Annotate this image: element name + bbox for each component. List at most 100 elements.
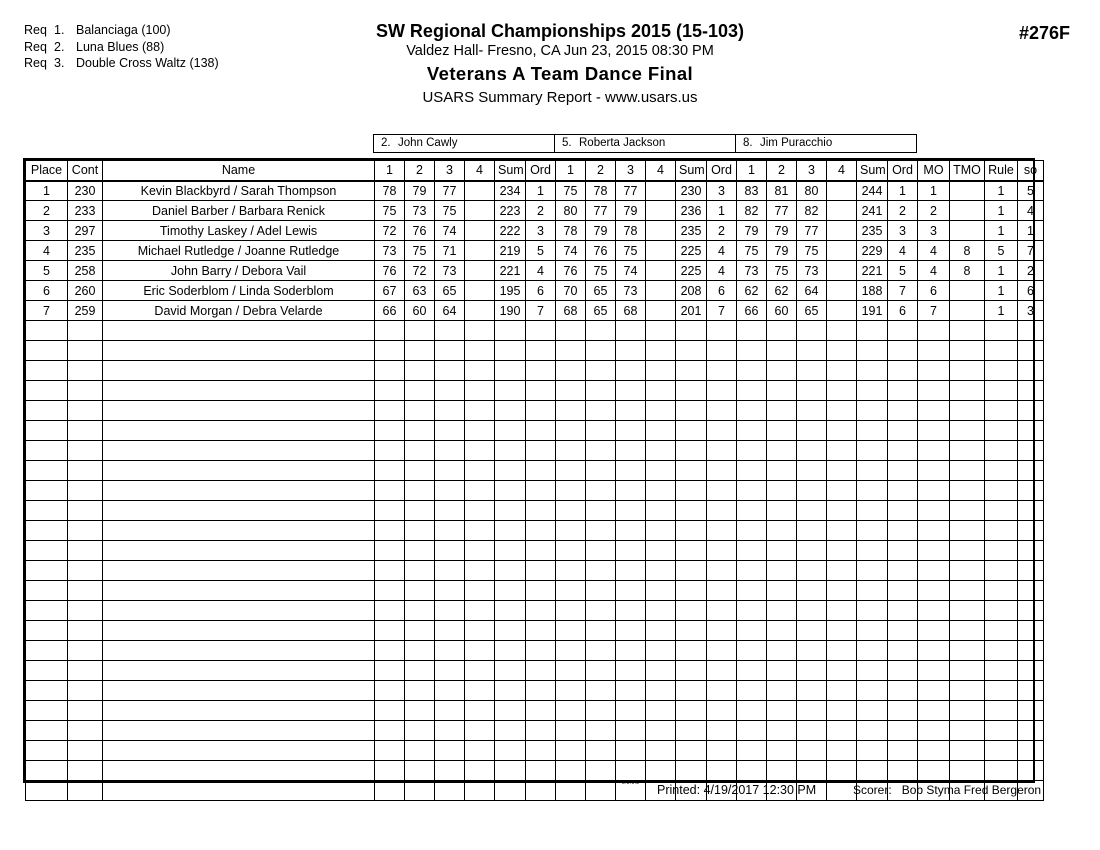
cell-score: 75 (615, 240, 646, 261)
cell-score (555, 460, 586, 481)
cell-ord (887, 380, 918, 401)
cell-score (826, 620, 857, 641)
cell-ord: 3 (525, 220, 556, 241)
cell-ord (706, 700, 737, 721)
table-row-blank (25, 760, 1044, 781)
cell-name (102, 480, 375, 501)
cell-ord: 4 (887, 240, 918, 261)
cell-score (404, 720, 435, 741)
cell-score (434, 320, 465, 341)
cell-score (434, 420, 465, 441)
cell-score (826, 420, 857, 441)
cell-so (1017, 580, 1044, 601)
cell-score (796, 640, 827, 661)
table-row-blank (25, 420, 1044, 441)
cell-mo: 1 (917, 180, 950, 201)
cell-score (645, 220, 676, 241)
table-row: 5 258 John Barry / Debora Vail 76 72 73 221 4 76… (25, 260, 1044, 281)
cell-cont (67, 560, 103, 581)
cell-score (404, 640, 435, 661)
cell-ord (525, 720, 556, 741)
cell-ord (525, 400, 556, 421)
cell-score (464, 340, 495, 361)
cell-so (1017, 320, 1044, 341)
cell-score (645, 180, 676, 201)
cell-score (736, 440, 767, 461)
table-row: 6 260 Eric Soderblom / Linda Soderblom 67 63… (25, 280, 1044, 301)
cell-score (615, 400, 646, 421)
cell-name (102, 600, 375, 621)
cell-tmo (949, 400, 985, 421)
cell-score (464, 440, 495, 461)
cell-mo (917, 660, 950, 681)
cell-rule: 1 (984, 180, 1018, 201)
cell-sum (856, 420, 888, 441)
cell-rule (984, 320, 1018, 341)
judge-name: John Cawly (398, 137, 458, 149)
cell-so (1017, 780, 1044, 801)
cell-score: 81 (766, 180, 797, 201)
cell-score (464, 360, 495, 381)
cell-ord (887, 480, 918, 501)
cell-score: 82 (736, 200, 767, 221)
cell-score (464, 200, 495, 221)
cell-name (102, 780, 375, 801)
cell-score (615, 480, 646, 501)
cell-so (1017, 540, 1044, 561)
table-row: 1 230 Kevin Blackbyrd / Sarah Thompson 78 79… (25, 180, 1044, 201)
col-header-sum: Sum (856, 160, 888, 182)
cell-mo (917, 340, 950, 361)
table-row-blank (25, 480, 1044, 501)
cell-score (826, 680, 857, 701)
cell-score (826, 320, 857, 341)
cell-score: 79 (585, 220, 616, 241)
cell-score (585, 340, 616, 361)
cell-ord (887, 740, 918, 761)
cell-score (645, 580, 676, 601)
cell-cont (67, 320, 103, 341)
cell-ord (525, 540, 556, 561)
cell-ord (525, 380, 556, 401)
cell-sum (494, 780, 526, 801)
cell-ord (706, 540, 737, 561)
cell-sum (675, 680, 707, 701)
col-header-sum: Sum (675, 160, 707, 182)
cell-ord: 1 (525, 180, 556, 201)
cell-rule (984, 620, 1018, 641)
cell-score: 60 (404, 300, 435, 321)
cell-score (464, 560, 495, 581)
cell-rule (984, 420, 1018, 441)
cell-score (585, 560, 616, 581)
results-tbody: Place Cont Name 1 2 3 4 Sum Ord 1 2 3 4 Sum Ord 1 2 3 4 Sum… (25, 160, 1044, 801)
cell-score (796, 440, 827, 461)
cell-score (434, 400, 465, 421)
cell-score (736, 520, 767, 541)
cell-score (826, 340, 857, 361)
results-table: Place Cont Name 1 2 3 4 Sum Ord 1 2 3 4 Sum Ord 1 2 3 4 Sum… (25, 160, 1044, 801)
cell-mo (917, 380, 950, 401)
cell-so (1017, 600, 1044, 621)
cell-sum (856, 560, 888, 581)
cell-sum (856, 440, 888, 461)
cell-mo (917, 460, 950, 481)
cell-score (736, 720, 767, 741)
cell-score (645, 560, 676, 581)
cell-score (464, 660, 495, 681)
cell-rule (984, 380, 1018, 401)
cell-score (766, 360, 797, 381)
cell-so: 4 (1017, 200, 1044, 221)
cell-score (585, 580, 616, 601)
cell-tmo (949, 600, 985, 621)
cell-score (645, 760, 676, 781)
cell-sum: 236 (675, 200, 707, 221)
cell-score (434, 380, 465, 401)
cell-score (766, 740, 797, 761)
cell-sum: 225 (675, 260, 707, 281)
cell-ord (525, 440, 556, 461)
cell-cont (67, 700, 103, 721)
cell-cont: 260 (67, 280, 103, 301)
cell-ord: 5 (525, 240, 556, 261)
cell-score (555, 620, 586, 641)
cell-score (404, 400, 435, 421)
cell-score (645, 500, 676, 521)
